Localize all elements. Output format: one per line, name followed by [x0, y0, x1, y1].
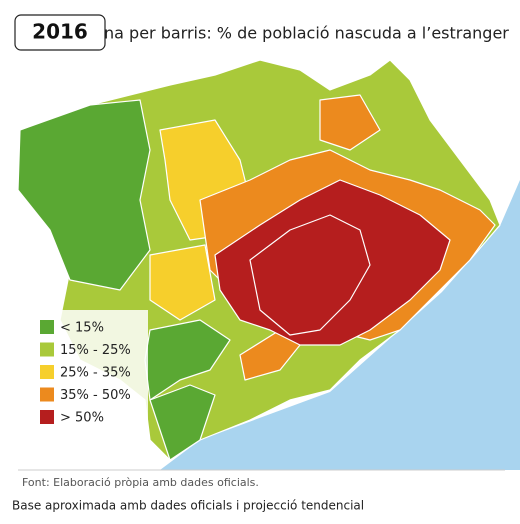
legend: < 15% 15% - 25% 25% - 35% 35% - 50% > 50%	[40, 320, 131, 426]
legend-label: 15% - 25%	[60, 343, 131, 358]
legend-swatch	[40, 320, 54, 334]
year-badge	[14, 14, 106, 51]
district	[239, 329, 301, 381]
district	[17, 99, 151, 291]
note-text: Base aproximada amb dades oficials i pro…	[12, 499, 364, 513]
legend-label: 35% - 50%	[60, 388, 131, 403]
district	[149, 244, 216, 321]
district	[319, 94, 381, 151]
legend-swatch	[40, 342, 54, 357]
legend-label: < 15%	[60, 321, 104, 336]
legend-swatch	[40, 365, 54, 379]
district	[149, 384, 216, 461]
legend-label: 25% - 35%	[60, 366, 131, 381]
legend-label: > 50%	[60, 411, 104, 426]
legend-swatch	[40, 387, 54, 402]
source-text: Font: Elaboració pròpia amb dades oficia…	[22, 476, 259, 489]
map-title: na per barris: % de població nascuda a l…	[104, 24, 509, 43]
sea	[160, 180, 520, 470]
district	[249, 214, 371, 336]
year-badge-text: 2016	[32, 20, 88, 44]
legend-swatch	[40, 410, 54, 424]
